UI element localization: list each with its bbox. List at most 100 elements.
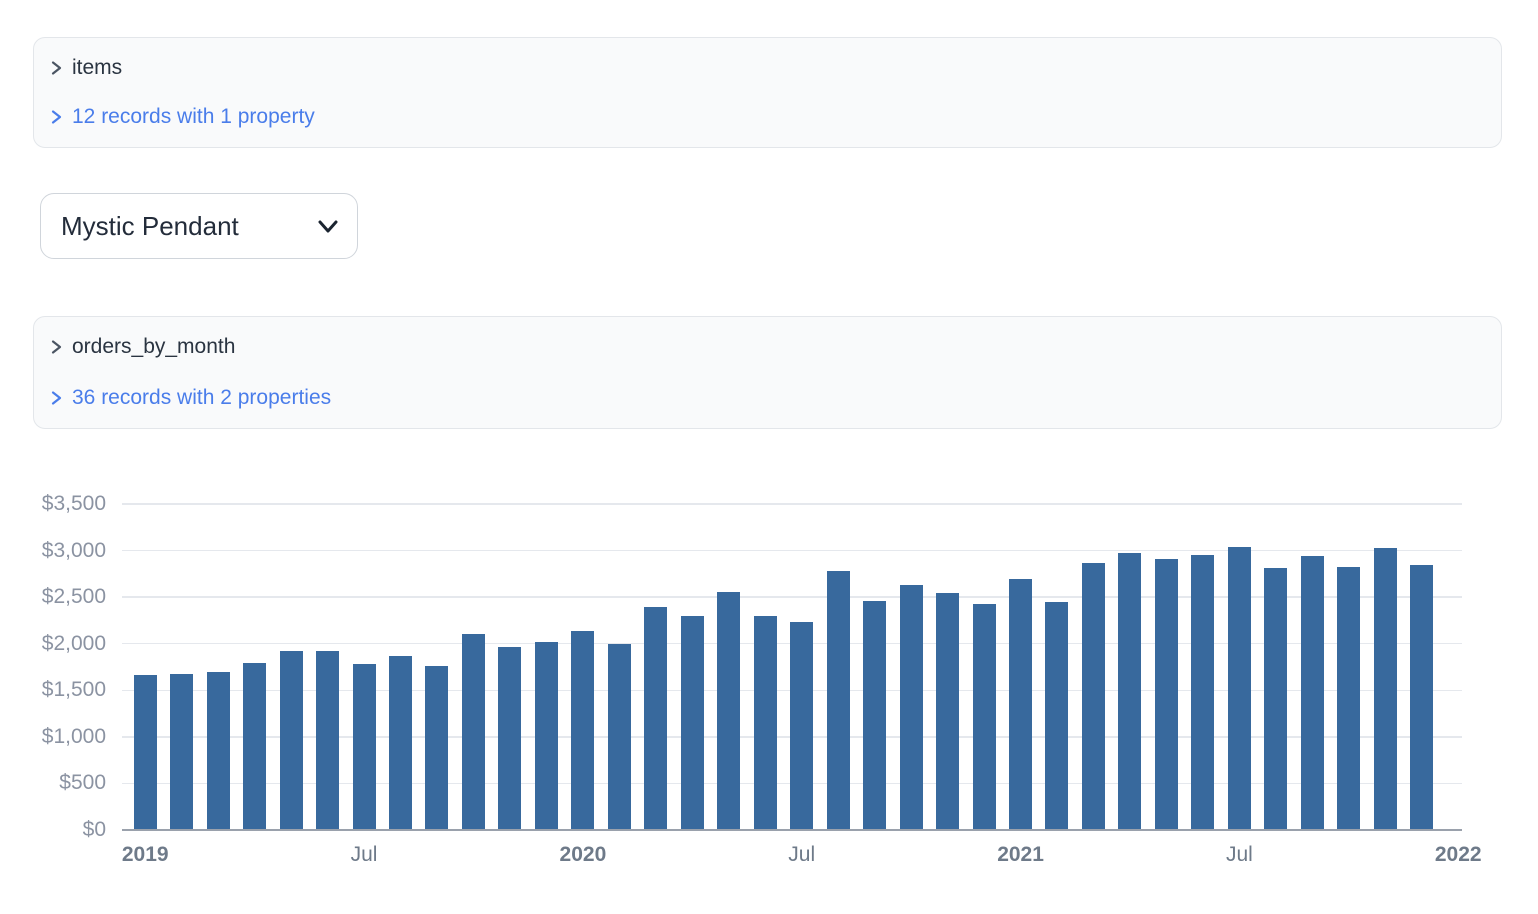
bars-group [127, 504, 1440, 830]
bar-dec-2020 [972, 603, 996, 830]
bar-slot [273, 504, 309, 830]
bar-slot [565, 504, 601, 830]
bar-slot [236, 504, 272, 830]
bar-apr-2020 [680, 615, 704, 830]
bar-sep-2021 [1300, 556, 1324, 830]
bar-aug-2020 [826, 571, 850, 830]
items-object-toggle[interactable]: items [49, 55, 122, 81]
bar-jul-2021 [1227, 547, 1251, 830]
bar-slot [455, 504, 491, 830]
plot-area: $0 $500 $1,000 $1,500 $2,000 $2,500 $3,000 $3,5… [42, 492, 1482, 866]
x-axis-tick-label: 2020 [559, 843, 607, 866]
bar-jul-2020 [790, 622, 814, 830]
bar-feb-2020 [607, 643, 631, 830]
bar-sep-2019 [425, 666, 449, 830]
items-object-name: items [72, 55, 123, 79]
orders-records-summary: 36 records with 2 properties [72, 385, 332, 409]
bar-mar-2019 [206, 672, 230, 830]
bar-oct-2019 [461, 634, 485, 830]
chevron-right-icon [51, 391, 62, 405]
bar-slot [747, 504, 783, 830]
bar-slot [638, 504, 674, 830]
bar-aug-2021 [1264, 568, 1288, 830]
chevron-right-icon [51, 110, 62, 124]
bar-slot [783, 504, 819, 830]
x-axis-tick-label: Jul [788, 843, 816, 866]
bar-slot [966, 504, 1002, 830]
bar-jan-2020 [571, 631, 595, 830]
bar-slot [711, 504, 747, 830]
items-inspector-panel: items 12 records with 1 property [33, 37, 1502, 148]
bar-slot [419, 504, 455, 830]
bar-mar-2020 [644, 606, 668, 830]
bar-nov-2021 [1373, 547, 1397, 830]
orders-object-toggle[interactable]: orders_by_month [49, 334, 235, 361]
x-axis-tick-label: 2019 [121, 843, 169, 866]
orders-object-name: orders_by_month [72, 335, 236, 359]
y-axis-tick-label: $500 [59, 771, 106, 795]
bar-slot [1039, 504, 1075, 830]
x-axis-line [122, 829, 1462, 831]
bar-slot [163, 504, 199, 830]
bar-slot [856, 504, 892, 830]
bar-slot [492, 504, 528, 830]
bar-apr-2021 [1118, 552, 1142, 830]
y-axis-tick-label: $3,500 [41, 492, 106, 515]
chevron-right-icon [51, 340, 62, 354]
gridline-3500 [122, 503, 1462, 505]
bar-jun-2021 [1191, 555, 1215, 830]
y-axis-tick-label: $1,500 [41, 678, 106, 702]
y-axis-tick-label: $2,000 [41, 631, 106, 655]
bar-slot [309, 504, 345, 830]
bar-slot [1330, 504, 1366, 830]
bar-apr-2019 [243, 663, 267, 830]
bar-slot [1367, 504, 1403, 830]
product-select-value: Mystic Pendant [61, 210, 239, 241]
x-axis-tick-label: Jul [350, 843, 378, 866]
bar-nov-2020 [936, 592, 960, 830]
gridline-2500 [122, 596, 1462, 598]
bar-slot [346, 504, 382, 830]
bar-slot [1258, 504, 1294, 830]
bar-slot [200, 504, 236, 830]
bar-slot [1185, 504, 1221, 830]
product-select[interactable]: Mystic Pendant [40, 193, 358, 259]
bar-jan-2019 [133, 675, 157, 830]
orders-inspector-panel: orders_by_month 36 records with 2 proper… [33, 316, 1502, 429]
bar-slot [1002, 504, 1038, 830]
bar-oct-2020 [899, 585, 923, 830]
x-axis-tick-label: Jul [1225, 843, 1253, 866]
bar-aug-2019 [389, 655, 413, 830]
bar-sep-2020 [863, 600, 887, 830]
bar-may-2021 [1154, 559, 1178, 830]
y-axis-tick-label: $3,000 [41, 538, 106, 562]
bar-jun-2020 [753, 615, 777, 830]
bar-dec-2021 [1410, 565, 1434, 830]
items-records-summary: 12 records with 1 property [72, 105, 315, 129]
bar-slot [893, 504, 929, 830]
bar-slot [127, 504, 163, 830]
bar-slot [820, 504, 856, 830]
items-records-toggle[interactable]: 12 records with 1 property [49, 105, 315, 131]
bar-slot [1148, 504, 1184, 830]
bar-slot [1075, 504, 1111, 830]
bar-mar-2021 [1081, 563, 1105, 830]
x-axis-tick-label: 2022 [1434, 843, 1482, 866]
bar-oct-2021 [1337, 567, 1361, 830]
bar-slot [674, 504, 710, 830]
bar-nov-2019 [498, 647, 522, 830]
y-axis-tick-label: $0 [82, 818, 106, 841]
bar-slot [601, 504, 637, 830]
bar-may-2019 [279, 650, 303, 830]
bar-feb-2021 [1045, 602, 1069, 830]
bar-slot [1112, 504, 1148, 830]
orders-records-toggle[interactable]: 36 records with 2 properties [49, 385, 331, 412]
chevron-right-icon [51, 61, 62, 75]
chevron-down-icon [318, 220, 338, 233]
gridline-3000 [122, 549, 1462, 552]
y-axis-tick-label: $1,000 [41, 724, 106, 748]
bar-dec-2019 [534, 642, 558, 830]
x-axis-tick-label: 2021 [997, 843, 1044, 866]
